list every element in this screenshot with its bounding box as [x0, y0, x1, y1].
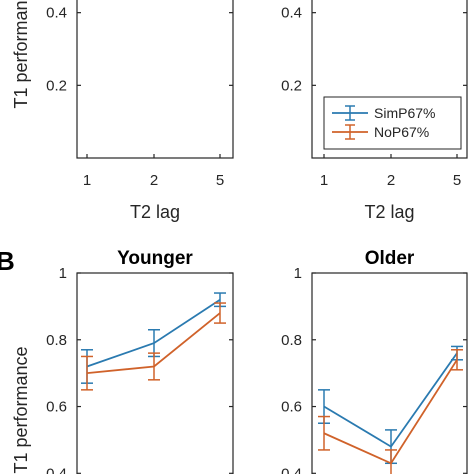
x-axis-label: T2 lag	[130, 202, 180, 222]
y-axis-label: T1 performance	[11, 346, 31, 473]
y-tick-label: 0.6	[281, 399, 302, 416]
x-axis-label: T2 lag	[364, 202, 414, 222]
axes-box	[76, 0, 234, 159]
chart-title: Older	[365, 248, 415, 269]
y-tick-label: 0.8	[46, 332, 67, 349]
y-tick-label: 1	[59, 265, 67, 282]
x-tick-label: 2	[150, 172, 158, 189]
x-tick-label: 1	[83, 172, 91, 189]
x-tick-label: 2	[387, 172, 395, 189]
y-tick-label: 0.2	[46, 77, 67, 94]
chart-title: Younger	[117, 248, 193, 269]
axes-box	[311, 272, 468, 474]
axes-box	[311, 0, 468, 159]
axes-box	[76, 272, 234, 474]
y-tick-label: 0.4	[281, 5, 302, 22]
y-tick-label: 0.4	[281, 465, 302, 474]
legend-entry: SimP67%	[374, 105, 435, 121]
y-tick-label: 1	[294, 265, 302, 282]
x-tick-label: 5	[453, 172, 461, 189]
panel-label-b: B	[0, 246, 15, 276]
y-tick-label: 0.2	[281, 77, 302, 94]
x-tick-label: 1	[320, 172, 328, 189]
y-tick-label: 0.6	[46, 399, 67, 416]
y-tick-label: 0.4	[46, 465, 67, 474]
y-tick-label: 0.8	[281, 332, 302, 349]
y-tick-label: 0.4	[46, 5, 67, 22]
x-tick-label: 5	[216, 172, 224, 189]
y-axis-label: T1 performance	[11, 0, 31, 109]
legend-entry: NoP67%	[374, 124, 429, 140]
